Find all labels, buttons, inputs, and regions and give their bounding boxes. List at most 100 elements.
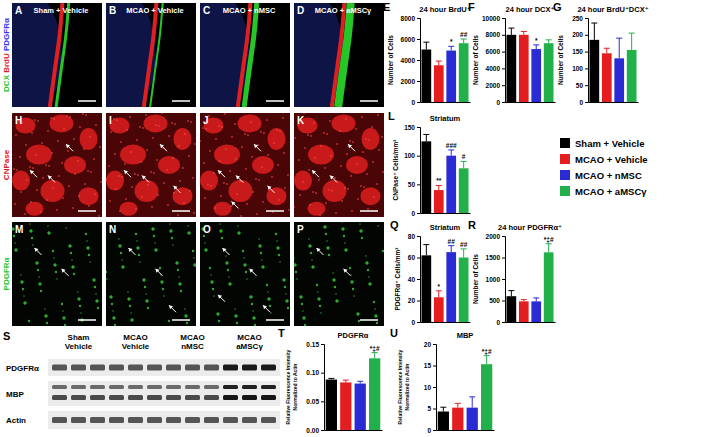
tick-mark — [502, 236, 505, 237]
green-cell — [344, 248, 347, 251]
legend-swatch — [560, 186, 570, 196]
green-cell — [302, 316, 305, 319]
arrow-head — [348, 144, 352, 148]
green-cell — [335, 293, 336, 294]
green-cell — [310, 252, 312, 254]
speckle — [146, 149, 148, 151]
fiber-bundle — [80, 128, 98, 150]
image-panel — [106, 3, 196, 107]
error-cap — [448, 149, 454, 150]
green-cell — [382, 250, 384, 252]
speckle — [41, 142, 43, 144]
speckle — [171, 122, 173, 124]
error-bar — [533, 298, 539, 301]
bar — [589, 40, 599, 102]
green-cell — [77, 291, 78, 292]
error-cap — [436, 185, 442, 186]
green-cell — [279, 261, 280, 262]
speckle — [98, 215, 100, 217]
bar — [531, 49, 541, 102]
speckle — [73, 138, 75, 140]
image-panel — [12, 113, 102, 217]
green-cell — [95, 299, 98, 302]
green-cell — [219, 223, 220, 224]
green-cell — [154, 248, 157, 251]
green-cell — [301, 303, 303, 305]
y-tick: 0 — [411, 319, 420, 326]
blot-band — [166, 395, 181, 400]
image-panel — [12, 3, 102, 107]
speckle — [283, 152, 285, 154]
blot-band — [242, 417, 257, 423]
panel-letter: F — [468, 1, 475, 13]
green-cell — [47, 231, 50, 234]
y-tick: 0 — [427, 427, 436, 434]
green-cell — [145, 299, 148, 302]
error-bar — [508, 28, 514, 35]
speckle — [69, 116, 71, 118]
green-cell — [365, 261, 368, 264]
green-cell — [236, 322, 238, 324]
green-cell — [204, 242, 205, 243]
bar — [446, 156, 456, 213]
y-tick: 10 — [424, 384, 436, 391]
speckle — [156, 159, 158, 161]
arrow-shaft — [48, 175, 55, 182]
y-tick: 150 — [404, 124, 420, 131]
tick-label: 1000 — [486, 276, 501, 283]
error-bar — [616, 38, 622, 58]
green-cell — [112, 310, 113, 311]
blot-band — [147, 385, 162, 389]
tick-label: 250 — [572, 15, 583, 22]
error-bar — [436, 61, 442, 65]
blot-band — [52, 385, 67, 389]
blot-band — [204, 395, 219, 400]
speckle — [145, 114, 147, 116]
tick-label: 4000 — [401, 57, 416, 64]
speckle — [355, 128, 357, 130]
speckle — [67, 150, 69, 152]
fiber-bundle — [110, 117, 130, 133]
green-cell — [95, 293, 96, 294]
image-panel — [12, 222, 102, 326]
green-cell — [85, 233, 87, 235]
speckle — [258, 179, 260, 181]
figure: ASham + VehicleBMCAO + VehicleCMCAO + nM… — [0, 0, 709, 437]
fiber-bundle — [214, 145, 240, 165]
speckle — [61, 162, 63, 164]
speckle — [48, 165, 50, 167]
green-cell — [111, 303, 113, 305]
legend: Sham + VehicleMCAO + VehicleMCAO + nMSCM… — [560, 138, 648, 197]
stain-name: PDGFRα — [2, 18, 11, 53]
green-cell — [376, 322, 378, 324]
speckle — [278, 199, 280, 201]
error-cap — [448, 46, 454, 47]
image-panel — [200, 3, 290, 107]
green-cell — [295, 271, 297, 273]
bar — [481, 364, 492, 430]
blot-band — [261, 417, 276, 423]
speckle — [187, 120, 189, 122]
chart-title: 24 hour BrdU⁺ — [419, 5, 471, 14]
green-cell — [147, 307, 149, 309]
error-cap — [423, 244, 429, 245]
arrow-head — [312, 170, 316, 174]
green-cell — [266, 284, 268, 286]
error-cap — [521, 299, 527, 300]
speckle — [236, 193, 238, 195]
scale-bar — [78, 100, 96, 102]
speckle — [51, 152, 53, 154]
speckle — [298, 159, 300, 161]
error-line — [451, 246, 452, 252]
green-cell — [368, 282, 371, 285]
blot-column-header: MCAO — [180, 333, 204, 342]
image-panel — [200, 222, 290, 326]
y-tick: 40 — [408, 276, 420, 283]
tick-mark — [433, 366, 436, 367]
speckle — [15, 134, 17, 136]
green-cell — [130, 318, 133, 321]
speckle — [93, 158, 95, 160]
y-tick: 100 — [404, 152, 420, 159]
significance-label: * — [450, 38, 453, 45]
legend-swatch — [560, 154, 570, 164]
